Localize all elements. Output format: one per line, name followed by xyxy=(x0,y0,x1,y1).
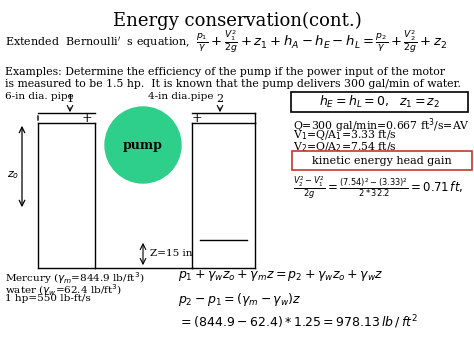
Text: $\frac{p_1}{\gamma} + \frac{V_1^2}{2g} + z_1 + h_A - h_E - h_L = \frac{p_2}{\gam: $\frac{p_1}{\gamma} + \frac{V_1^2}{2g} +… xyxy=(196,28,447,55)
Text: +: + xyxy=(82,111,92,125)
Circle shape xyxy=(105,107,181,183)
Text: $= (844.9 - 62.4) * 1.25 = 978.13\,lb\,/\,ft^2$: $= (844.9 - 62.4) * 1.25 = 978.13\,lb\,/… xyxy=(178,313,418,331)
Text: 1 hp=550 lb-ft/s: 1 hp=550 lb-ft/s xyxy=(5,294,91,303)
Text: 1: 1 xyxy=(66,94,73,104)
Text: 2: 2 xyxy=(217,94,224,104)
Text: Examples: Determine the efficiency of the pump if the power input of the motor: Examples: Determine the efficiency of th… xyxy=(5,67,445,77)
Text: water ($\gamma_w$=62.4 lb/ft$^3$): water ($\gamma_w$=62.4 lb/ft$^3$) xyxy=(5,282,122,298)
Text: $z_o$: $z_o$ xyxy=(7,169,19,181)
Text: 6-in dia. pipe: 6-in dia. pipe xyxy=(5,92,74,101)
Text: kinetic energy head gain: kinetic energy head gain xyxy=(312,155,452,165)
Text: $\frac{V_2^2 - V_1^2}{2g} = \frac{(7.54)^2 - (3.33)^2}{2*32.2} = 0.71\,ft,$: $\frac{V_2^2 - V_1^2}{2g} = \frac{(7.54)… xyxy=(293,175,463,201)
Text: V$_2$=Q/A$_2$=7.54 ft/s: V$_2$=Q/A$_2$=7.54 ft/s xyxy=(293,140,397,154)
Text: 4-in dia.pipe: 4-in dia.pipe xyxy=(148,92,213,101)
Text: Z=15 in: Z=15 in xyxy=(150,250,192,258)
Text: V$_1$=Q/A$_1$=3.33 ft/s: V$_1$=Q/A$_1$=3.33 ft/s xyxy=(293,128,397,142)
Text: $p_1 + \gamma_w z_o + \gamma_m z = p_2 + \gamma_w z_o + \gamma_w z$: $p_1 + \gamma_w z_o + \gamma_m z = p_2 +… xyxy=(178,268,383,283)
Text: Energy conservation(cont.): Energy conservation(cont.) xyxy=(113,12,361,30)
Text: $h_E{=}h_L{=}0,\ \ z_1{=}z_2$: $h_E{=}h_L{=}0,\ \ z_1{=}z_2$ xyxy=(319,94,440,110)
Text: Mercury ($\gamma_m$=844.9 lb/ft$^3$): Mercury ($\gamma_m$=844.9 lb/ft$^3$) xyxy=(5,270,145,286)
FancyBboxPatch shape xyxy=(291,92,468,112)
Text: +: + xyxy=(191,111,202,125)
FancyBboxPatch shape xyxy=(292,151,472,170)
Text: Extended  Bernoulli$'$  s equation,: Extended Bernoulli$'$ s equation, xyxy=(5,35,190,50)
Text: pump: pump xyxy=(123,138,163,152)
Text: $p_2 - p_1 = (\gamma_m - \gamma_w)z$: $p_2 - p_1 = (\gamma_m - \gamma_w)z$ xyxy=(178,291,301,308)
Text: Q=300 gal/min=0.667 ft$^3$/s=AV: Q=300 gal/min=0.667 ft$^3$/s=AV xyxy=(293,116,470,135)
Text: is measured to be 1.5 hp.  It is known that the pump delivers 300 gal/min of wat: is measured to be 1.5 hp. It is known th… xyxy=(5,79,461,89)
